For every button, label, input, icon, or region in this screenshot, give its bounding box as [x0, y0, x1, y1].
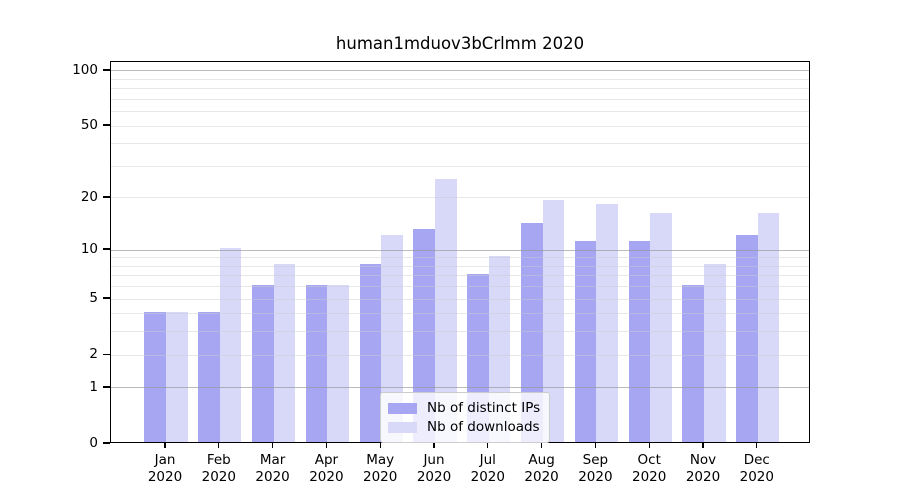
x-tick-label-aug: Aug 2020 [524, 452, 559, 485]
legend-label-distinct-ips: Nb of distinct IPs [427, 400, 541, 416]
minor-gridline [111, 298, 809, 300]
minor-gridline [111, 165, 809, 167]
major-gridline [111, 249, 809, 251]
x-tick-mark [487, 443, 489, 448]
minor-gridline [111, 98, 809, 100]
minor-gridline [111, 257, 809, 259]
x-tick-label-dec: Dec 2020 [739, 452, 774, 485]
major-gridline [111, 70, 809, 72]
y-tick-label: 50 [80, 117, 98, 134]
bar-distinct-ips-jun [413, 228, 435, 442]
y-tick-mark [103, 442, 110, 444]
legend-label-downloads: Nb of downloads [427, 419, 540, 435]
legend-item-downloads: Nb of downloads [388, 418, 540, 436]
y-tick-label: 100 [72, 61, 98, 78]
y-tick-mark [103, 297, 110, 299]
bar-downloads-mar [273, 264, 296, 442]
y-tick-label: 0 [89, 435, 98, 451]
x-tick-mark [164, 443, 166, 448]
minor-gridline [111, 275, 809, 277]
bar-distinct-ips-mar [251, 284, 274, 442]
bar-downloads-nov [704, 264, 726, 442]
x-tick-label-jun: Jun 2020 [416, 452, 452, 485]
y-tick-mark [103, 353, 110, 355]
bar-downloads-aug [542, 199, 565, 442]
y-tick-mark [103, 248, 110, 250]
bar-distinct-ips-may [359, 264, 382, 442]
x-tick-mark [648, 443, 650, 448]
bar-downloads-oct [650, 212, 672, 442]
minor-gridline [111, 78, 809, 80]
minor-gridline [111, 354, 809, 356]
y-tick-label: 1 [89, 378, 98, 395]
minor-gridline [111, 286, 809, 288]
x-tick-mark [702, 443, 704, 448]
minor-gridline [111, 111, 809, 113]
y-tick-label: 2 [89, 346, 98, 363]
bar-distinct-ips-apr [305, 284, 328, 442]
y-tick-mark [103, 386, 110, 388]
minor-gridline [111, 125, 809, 127]
x-tick-label-jan: Jan 2020 [147, 452, 183, 485]
bar-downloads-feb [219, 248, 242, 442]
x-tick-mark [379, 443, 381, 448]
minor-gridline [111, 143, 809, 145]
minor-gridline [111, 88, 809, 90]
y-tick-mark [103, 196, 110, 198]
chart-title: human1mduov3bCrlmm 2020 [335, 34, 585, 53]
minor-gridline [111, 265, 809, 267]
x-tick-mark [218, 443, 220, 448]
x-tick-label-sep: Sep 2020 [578, 452, 613, 485]
y-tick-label: 5 [89, 290, 98, 307]
minor-gridline [111, 313, 809, 315]
legend-item-distinct-ips: Nb of distinct IPs [388, 399, 540, 417]
y-tick-mark [103, 69, 110, 71]
x-tick-mark [594, 443, 597, 448]
y-tick-label: 10 [80, 241, 98, 258]
bar-distinct-ips-feb [198, 311, 220, 442]
y-tick-label: 20 [80, 188, 98, 205]
x-tick-mark [540, 443, 543, 448]
bar-downloads-jan [166, 311, 188, 442]
bar-downloads-may [381, 234, 403, 442]
x-tick-mark [756, 443, 758, 448]
x-tick-label-oct: Oct 2020 [632, 452, 667, 485]
bar-distinct-ips-jan [144, 311, 166, 442]
y-tick-mark [103, 124, 110, 126]
x-tick-label-apr: Apr 2020 [309, 452, 344, 485]
bar-distinct-ips-nov [682, 284, 704, 442]
plot-area [110, 61, 810, 443]
x-tick-label-may: May 2020 [363, 452, 398, 485]
legend-swatch-distinct-ips [388, 402, 417, 414]
minor-gridline [111, 331, 809, 333]
bar-distinct-ips-oct [628, 241, 651, 442]
bar-downloads-sep [596, 203, 619, 442]
x-tick-label-feb: Feb 2020 [201, 452, 236, 485]
bar-distinct-ips-sep [574, 241, 597, 442]
x-tick-mark [271, 443, 274, 448]
bar-downloads-apr [327, 284, 350, 442]
bar-distinct-ips-aug [520, 223, 543, 442]
x-tick-label-nov: Nov 2020 [685, 452, 721, 485]
legend-swatch-downloads [388, 421, 417, 433]
bar-downloads-jun [435, 178, 457, 442]
bar-distinct-ips-dec [736, 234, 758, 442]
x-tick-mark [325, 443, 328, 448]
major-gridline [111, 387, 809, 389]
x-tick-mark [433, 443, 435, 448]
x-tick-label-mar: Mar 2020 [255, 452, 290, 485]
bar-downloads-dec [757, 212, 780, 442]
legend: Nb of distinct IPs Nb of downloads [380, 392, 551, 443]
minor-gridline [111, 197, 809, 199]
x-tick-label-jul: Jul 2020 [470, 452, 505, 485]
